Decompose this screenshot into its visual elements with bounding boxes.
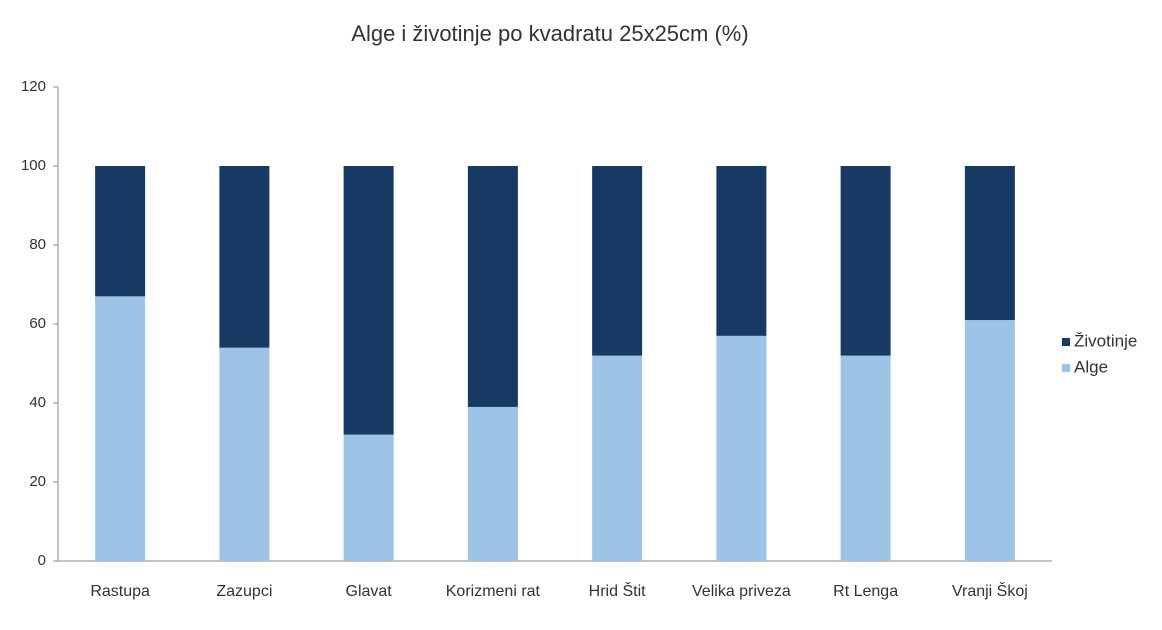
y-tick-label: 0 [38, 552, 46, 569]
x-tick-label: Rt Lenga [833, 583, 899, 600]
bar-segment [467, 166, 518, 407]
y-tick-label: 100 [21, 157, 46, 174]
bar-segment [95, 296, 146, 561]
legend-label: Alge [1074, 357, 1108, 376]
x-tick-label: Hrid Štit [588, 583, 646, 600]
bar-segment [716, 335, 767, 561]
chart-title: Alge i životinje po kvadratu 25x25cm (%) [351, 21, 748, 46]
bar-segment [343, 166, 394, 435]
x-tick-label: Zazupci [216, 583, 273, 600]
x-tick-label: Glavat [345, 583, 392, 600]
bar-segment [219, 347, 270, 561]
legend-label: Životinje [1074, 331, 1137, 350]
x-tick-label: Vranji Škoj [951, 583, 1028, 600]
y-tick-label: 20 [29, 473, 46, 490]
y-tick-label: 80 [29, 236, 46, 253]
bar-segment [964, 166, 1015, 321]
bar-segment [964, 320, 1015, 561]
x-tick-label: Korizmeni rat [445, 583, 540, 600]
x-tick-label: Rastupa [90, 583, 150, 600]
bar-segment [467, 406, 518, 561]
legend-swatch [1062, 364, 1070, 372]
x-tick-label: Velika priveza [692, 583, 791, 600]
bar-segment [219, 166, 270, 348]
bar-segment [840, 166, 891, 356]
bar-segment [592, 355, 643, 561]
bar-segment [592, 166, 643, 356]
bar-segment [343, 434, 394, 561]
bar-segment [95, 166, 146, 297]
legend-swatch [1062, 338, 1070, 346]
bar-segment [716, 166, 767, 336]
y-tick-label: 40 [29, 394, 46, 411]
y-tick-label: 60 [29, 315, 46, 332]
bar-segment [840, 355, 891, 561]
y-tick-label: 120 [21, 78, 46, 95]
